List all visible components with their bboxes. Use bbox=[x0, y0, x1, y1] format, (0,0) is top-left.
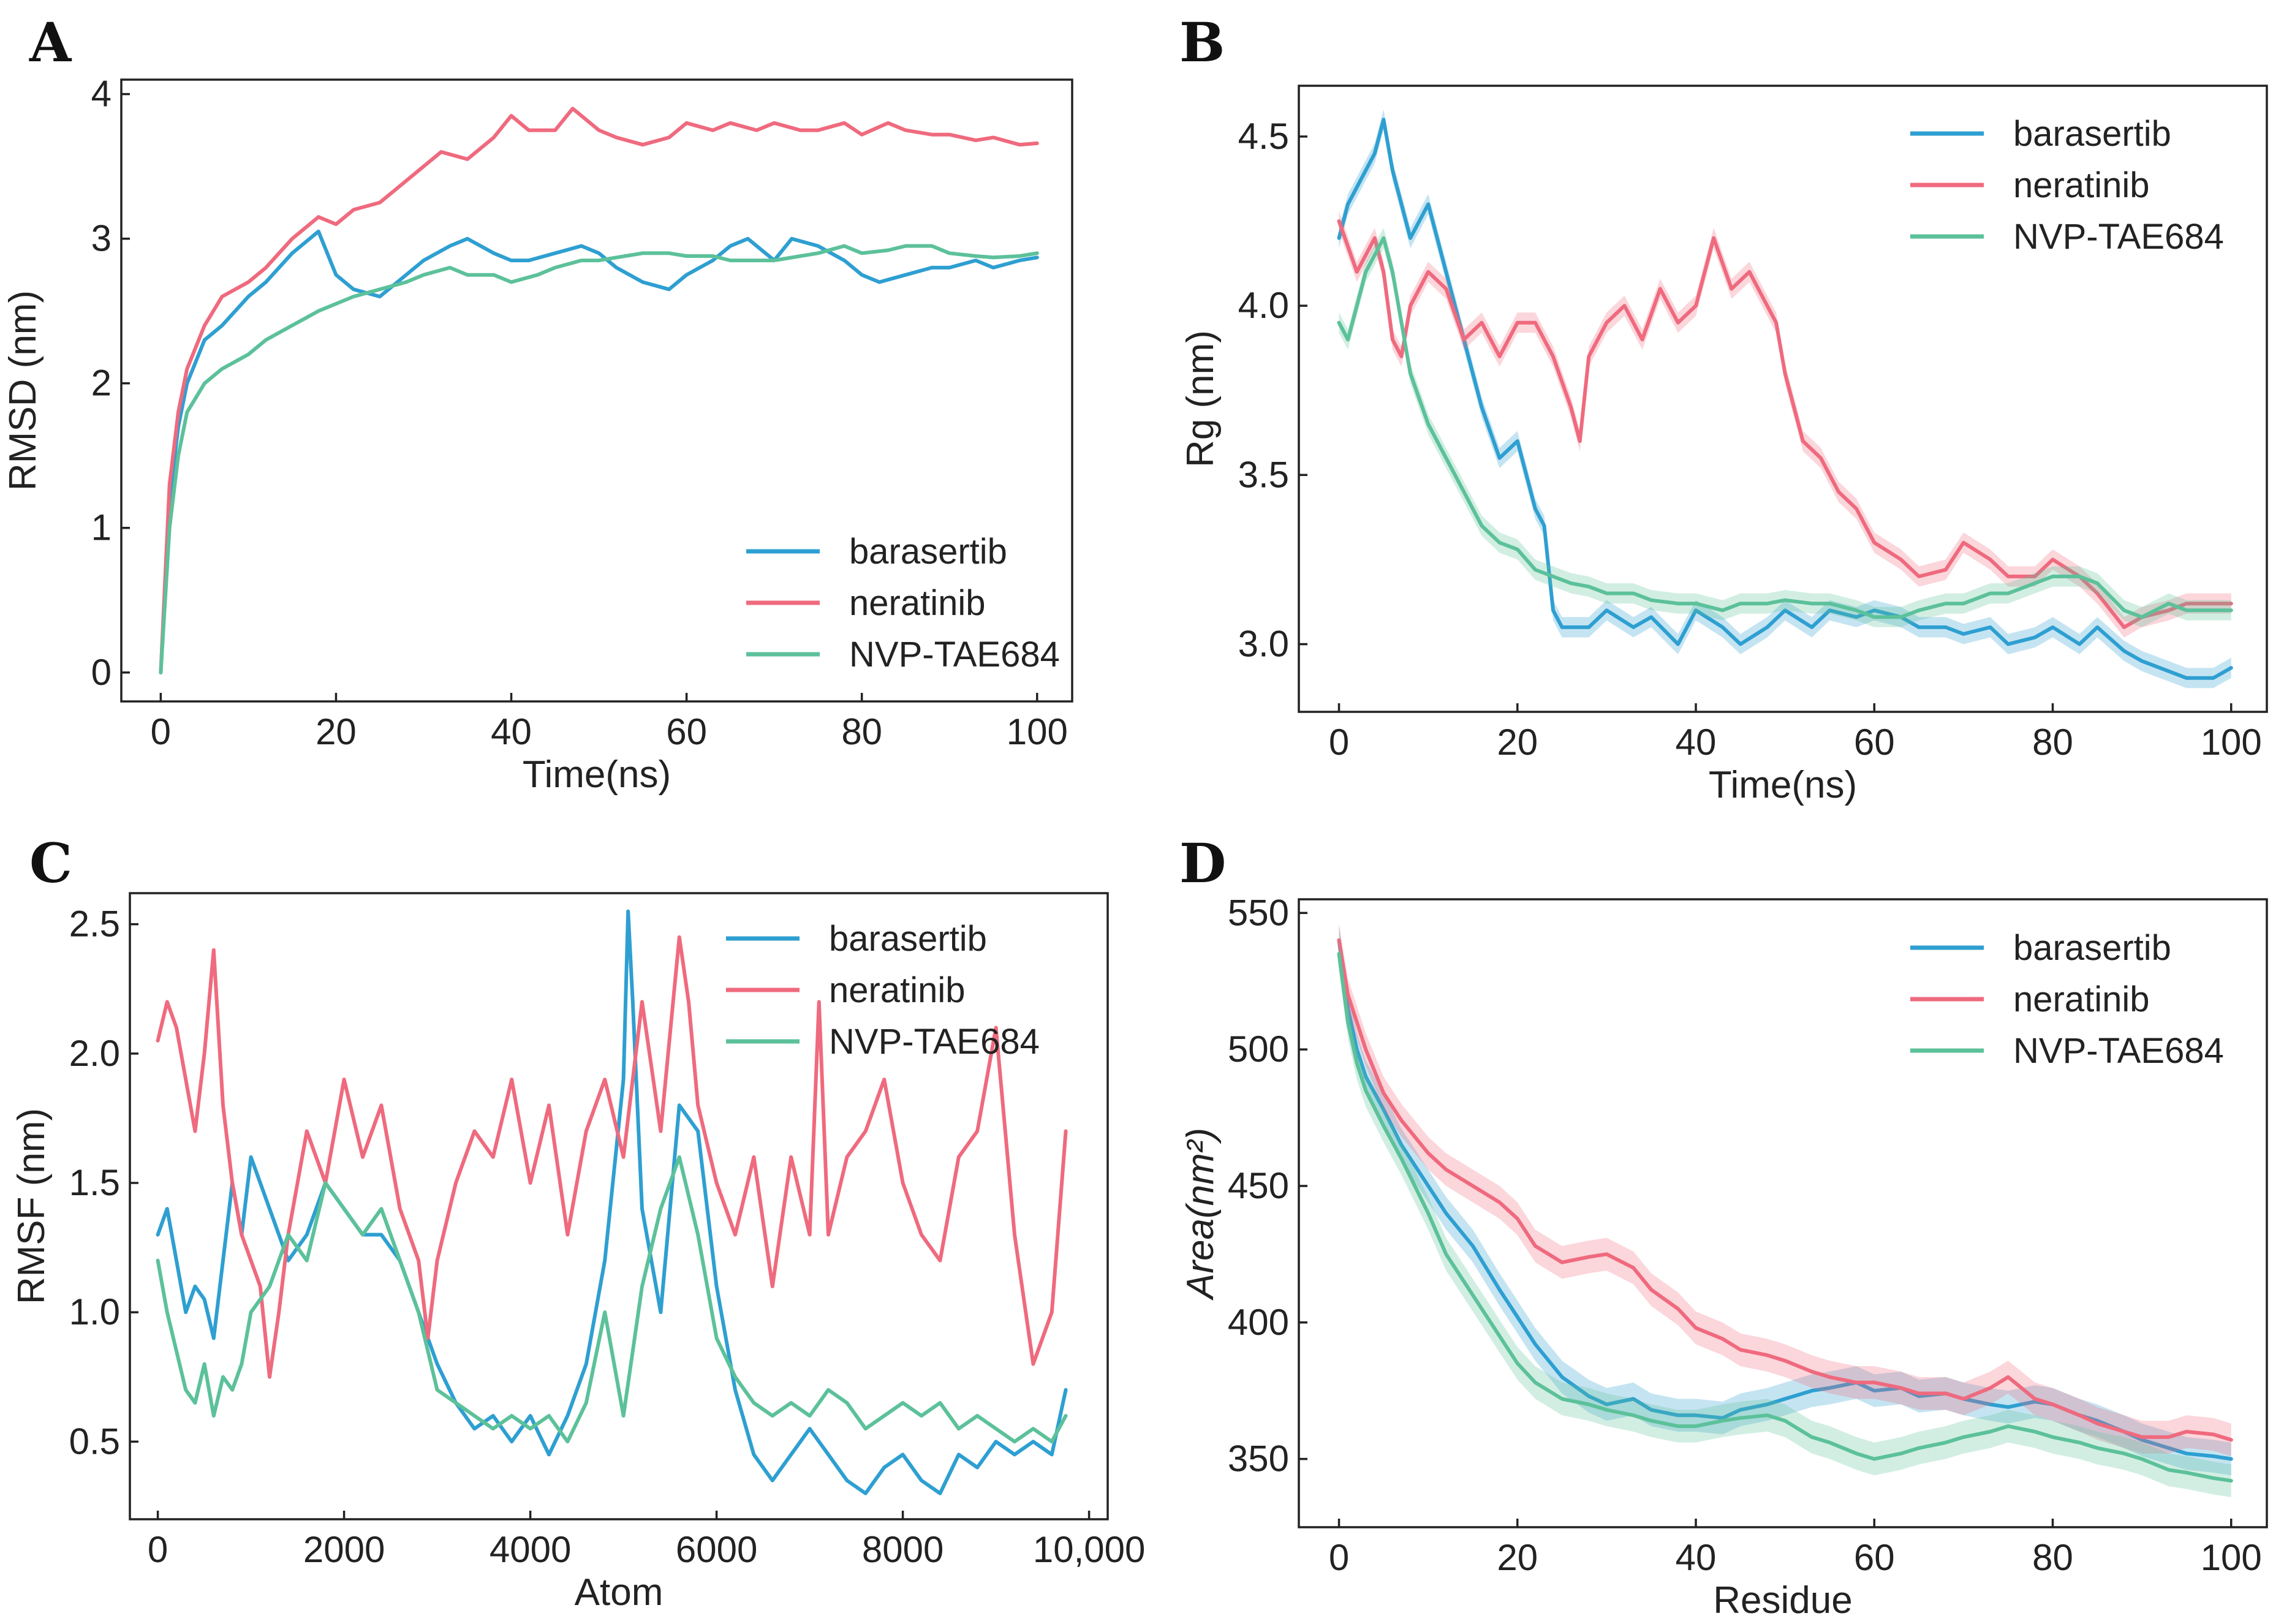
series-group bbox=[159, 107, 1039, 674]
x-tick-label: 100 bbox=[2201, 1537, 2262, 1578]
x-tick-label: 100 bbox=[2201, 722, 2262, 763]
series-line-NVP-TAE684 bbox=[156, 1155, 1068, 1444]
y-tick-label: 500 bbox=[1228, 1029, 1289, 1070]
x-tick-label: 40 bbox=[1676, 1537, 1717, 1578]
legend: barasertib neratinib NVP-TAE684 bbox=[726, 919, 1040, 1062]
legend-label: barasertib bbox=[2013, 928, 2171, 968]
y-tick-label: 2 bbox=[91, 363, 112, 404]
legend-label: NVP-TAE684 bbox=[2013, 217, 2224, 257]
legend: barasertib neratinib NVP-TAE684 bbox=[1910, 114, 2224, 257]
panel-A: A 0 20 40 60 80 100 0 1 2 3 4 Time(ns) RMSD (nm) baras… bbox=[2, 10, 1073, 796]
legend-label: neratinib bbox=[2013, 980, 2149, 1019]
series-line-barasertib bbox=[156, 909, 1068, 1495]
legend-label: NVP-TAE684 bbox=[849, 635, 1060, 674]
series-line-barasertib bbox=[1337, 118, 2233, 680]
x-axis-title: Atom bbox=[575, 1571, 664, 1614]
plot-frame bbox=[1298, 85, 2268, 713]
panel-D: D 0 20 40 60 80 100 350 400 450 500 550 Residue Area(… bbox=[1179, 831, 2268, 1622]
y-tick-label: 1.5 bbox=[69, 1162, 120, 1203]
legend-label: barasertib bbox=[2013, 114, 2171, 154]
x-tick-label: 20 bbox=[316, 711, 357, 752]
series-group bbox=[1337, 109, 2233, 689]
y-tick-label: 0.5 bbox=[69, 1421, 120, 1462]
y-tick-label: 4.5 bbox=[1238, 116, 1289, 157]
plot-frame bbox=[120, 78, 1073, 703]
series-line-NVP-TAE684 bbox=[1337, 236, 2233, 619]
x-tick-label: 80 bbox=[2032, 1537, 2073, 1578]
y-tick-label: 2.5 bbox=[69, 904, 120, 945]
x-tick-label: 2000 bbox=[303, 1529, 385, 1570]
y-tick-label: 3.5 bbox=[1238, 454, 1289, 495]
x-tick-label: 80 bbox=[841, 711, 882, 752]
x-tick-label: 60 bbox=[666, 711, 707, 752]
panel-letter: C bbox=[29, 831, 72, 895]
panel-B: B 0 20 40 60 80 100 3.0 3.5 4.0 4.5 Time(ns) Rg (nm)… bbox=[1179, 10, 2268, 806]
y-tick-label: 4 bbox=[91, 74, 112, 115]
x-tick-label: 100 bbox=[1007, 711, 1068, 752]
plot-frame bbox=[129, 892, 1109, 1520]
x-tick-label: 20 bbox=[1497, 1537, 1538, 1578]
legend: barasertib neratinib NVP-TAE684 bbox=[746, 532, 1060, 674]
series-group bbox=[1337, 924, 2233, 1497]
legend-label: neratinib bbox=[829, 970, 965, 1010]
series-line-barasertib bbox=[159, 229, 1039, 674]
x-tick-label: 0 bbox=[1329, 722, 1349, 763]
x-axis-title: Time(ns) bbox=[523, 753, 671, 796]
x-tick-label: 0 bbox=[148, 1529, 168, 1570]
series-line-neratinib bbox=[1337, 938, 2233, 1442]
y-tick-label: 550 bbox=[1228, 892, 1289, 933]
panel-letter: B bbox=[1179, 10, 1225, 74]
y-axis-title: RMSF (nm) bbox=[10, 1108, 53, 1304]
y-tick-label: 400 bbox=[1228, 1302, 1289, 1343]
y-tick-label: 0 bbox=[91, 652, 112, 693]
y-tick-label: 2.0 bbox=[69, 1033, 120, 1074]
x-tick-label: 40 bbox=[1676, 722, 1717, 763]
x-tick-label: 8000 bbox=[862, 1529, 943, 1570]
x-tick-label: 80 bbox=[2032, 722, 2073, 763]
legend-label: barasertib bbox=[849, 532, 1007, 572]
x-axis-title: Time(ns) bbox=[1709, 764, 1857, 806]
x-tick-label: 0 bbox=[1329, 1537, 1349, 1578]
legend-label: NVP-TAE684 bbox=[829, 1022, 1040, 1062]
legend-label: neratinib bbox=[849, 583, 985, 623]
panel-C: C 0 2000 4000 6000 8000 10,000 0.5 1.0 1.5 2.0 2.5 A… bbox=[10, 831, 1145, 1614]
series-line-neratinib bbox=[159, 107, 1039, 674]
x-tick-label: 20 bbox=[1497, 722, 1538, 763]
y-tick-label: 450 bbox=[1228, 1165, 1289, 1206]
x-tick-label: 4000 bbox=[490, 1529, 571, 1570]
x-tick-label: 60 bbox=[1854, 1537, 1895, 1578]
y-tick-label: 3.0 bbox=[1238, 624, 1289, 665]
series-line-NVP-TAE684 bbox=[1337, 952, 2233, 1483]
x-tick-label: 40 bbox=[491, 711, 532, 752]
x-tick-label: 6000 bbox=[676, 1529, 757, 1570]
legend: barasertib neratinib NVP-TAE684 bbox=[1910, 928, 2224, 1071]
legend-label: neratinib bbox=[2013, 165, 2149, 205]
legend-label: barasertib bbox=[829, 919, 987, 959]
y-axis-title: Area(nm²) bbox=[1179, 1128, 1222, 1301]
legend-label: NVP-TAE684 bbox=[2013, 1031, 2224, 1071]
series-line-neratinib bbox=[156, 935, 1068, 1379]
x-tick-label: 0 bbox=[151, 711, 171, 752]
y-axis-title: Rg (nm) bbox=[1179, 330, 1222, 467]
y-axis-title: RMSD (nm) bbox=[2, 290, 44, 491]
y-tick-label: 3 bbox=[91, 218, 112, 259]
y-tick-label: 1.0 bbox=[69, 1291, 120, 1332]
y-tick-label: 1 bbox=[91, 507, 112, 548]
x-tick-label: 10,000 bbox=[1033, 1529, 1146, 1570]
y-tick-label: 350 bbox=[1228, 1438, 1289, 1479]
panel-letter: A bbox=[29, 10, 72, 74]
series-band-neratinib bbox=[1339, 924, 2231, 1457]
x-axis-title: Residue bbox=[1713, 1579, 1852, 1622]
series-group bbox=[156, 909, 1068, 1495]
plot-frame bbox=[1298, 898, 2268, 1528]
series-line-NVP-TAE684 bbox=[159, 244, 1039, 674]
series-line-neratinib bbox=[1337, 219, 2233, 629]
x-tick-label: 60 bbox=[1854, 722, 1895, 763]
y-tick-label: 4.0 bbox=[1238, 285, 1289, 326]
panel-letter: D bbox=[1179, 831, 1226, 895]
